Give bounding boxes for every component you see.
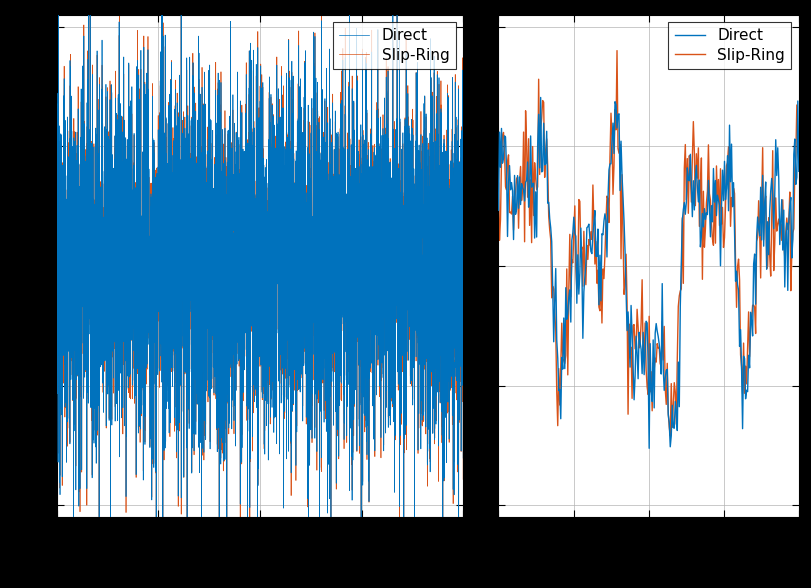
Slip-Ring <box>386 202 396 209</box>
Slip-Ring <box>680 165 689 172</box>
Slip-Ring <box>316 254 326 261</box>
Direct <box>644 445 654 452</box>
Direct <box>355 185 365 192</box>
Direct <box>494 207 504 214</box>
Slip-Ring <box>794 155 804 162</box>
Direct <box>386 203 396 211</box>
Direct <box>673 359 683 366</box>
Slip-Ring <box>749 302 758 309</box>
Direct <box>316 238 326 245</box>
Slip-Ring <box>768 147 778 154</box>
Direct <box>536 94 546 101</box>
Direct <box>675 403 684 410</box>
Line: Slip-Ring: Slip-Ring <box>499 51 799 436</box>
Direct <box>296 226 306 233</box>
Legend: Direct, Slip-Ring: Direct, Slip-Ring <box>333 22 456 69</box>
Slip-Ring <box>296 224 306 231</box>
Slip-Ring <box>673 303 683 310</box>
Slip-Ring <box>494 180 504 187</box>
Slip-Ring <box>495 237 504 244</box>
Direct <box>495 129 504 136</box>
Slip-Ring <box>458 476 468 483</box>
Slip-Ring <box>612 47 622 54</box>
Direct <box>208 156 217 163</box>
Direct <box>749 260 758 268</box>
Line: Slip-Ring: Slip-Ring <box>57 0 463 588</box>
Line: Direct: Direct <box>57 0 463 588</box>
Legend: Direct, Slip-Ring: Direct, Slip-Ring <box>668 22 792 69</box>
Slip-Ring <box>52 264 62 271</box>
Slip-Ring <box>355 193 365 200</box>
Slip-Ring <box>665 432 675 439</box>
Direct <box>458 455 468 462</box>
Slip-Ring <box>675 292 684 299</box>
Direct <box>794 168 804 175</box>
Slip-Ring <box>208 169 217 176</box>
Direct <box>680 199 689 206</box>
Direct <box>768 192 778 199</box>
Line: Direct: Direct <box>499 98 799 448</box>
Direct <box>52 278 62 285</box>
Direct <box>126 212 135 219</box>
Slip-Ring <box>126 225 135 232</box>
